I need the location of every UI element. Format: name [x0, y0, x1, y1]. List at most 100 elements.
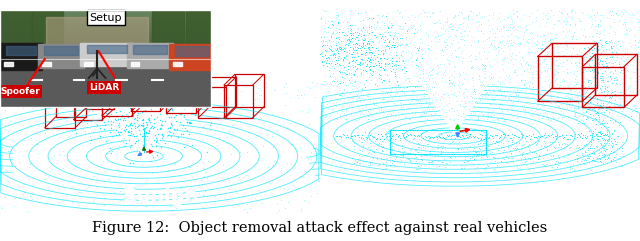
Point — [604, 96, 614, 100]
Point — [325, 26, 335, 30]
Point — [516, 72, 527, 76]
Point — [374, 63, 384, 67]
Point — [545, 65, 555, 68]
Point — [479, 167, 490, 171]
Point — [410, 98, 420, 102]
Point — [125, 101, 136, 105]
Point — [431, 109, 441, 113]
Point — [619, 89, 629, 93]
Point — [589, 63, 600, 67]
Point — [531, 31, 541, 35]
Point — [497, 39, 507, 42]
Point — [618, 71, 628, 75]
Point — [487, 98, 497, 102]
Point — [306, 70, 316, 74]
Point — [502, 75, 513, 79]
Point — [368, 64, 378, 68]
Point — [580, 109, 591, 113]
Point — [528, 85, 538, 89]
Point — [631, 52, 640, 56]
Point — [512, 73, 522, 77]
Point — [100, 151, 111, 155]
Point — [362, 46, 372, 50]
Point — [454, 128, 465, 132]
Point — [458, 34, 468, 38]
Point — [463, 14, 474, 18]
Point — [618, 154, 628, 158]
Point — [630, 106, 640, 109]
Point — [602, 41, 612, 45]
Point — [49, 154, 60, 158]
Point — [411, 63, 421, 67]
Point — [403, 15, 413, 19]
Point — [465, 145, 476, 148]
Point — [602, 93, 612, 96]
Point — [580, 134, 591, 137]
Point — [103, 138, 113, 142]
Point — [386, 69, 396, 73]
Point — [577, 76, 587, 80]
Point — [634, 74, 640, 78]
Point — [405, 25, 415, 29]
Point — [382, 11, 392, 15]
Point — [323, 55, 333, 59]
Point — [356, 52, 366, 56]
Point — [177, 184, 187, 187]
Point — [86, 109, 97, 113]
Point — [406, 147, 417, 151]
Point — [426, 69, 436, 73]
Point — [336, 107, 346, 111]
Point — [182, 120, 193, 124]
Point — [140, 126, 150, 130]
Point — [331, 35, 341, 39]
Point — [104, 209, 114, 213]
Point — [421, 153, 431, 157]
Point — [19, 115, 29, 119]
Point — [103, 108, 113, 112]
Point — [127, 123, 138, 127]
Point — [372, 67, 383, 71]
Point — [367, 70, 378, 74]
Point — [577, 101, 588, 105]
Point — [436, 149, 446, 153]
Point — [451, 54, 461, 58]
Point — [551, 134, 561, 138]
Point — [610, 105, 620, 109]
Point — [430, 119, 440, 123]
Point — [507, 43, 517, 47]
Point — [553, 160, 563, 164]
Point — [496, 27, 506, 31]
Point — [537, 134, 547, 137]
Point — [493, 119, 503, 122]
Point — [504, 38, 514, 42]
Point — [597, 13, 607, 17]
Point — [329, 20, 339, 24]
Point — [386, 147, 396, 151]
Point — [374, 72, 385, 75]
Point — [532, 49, 542, 53]
Point — [479, 14, 490, 18]
Point — [523, 111, 533, 114]
Point — [359, 30, 369, 34]
Point — [595, 103, 605, 107]
Point — [528, 167, 538, 170]
Point — [591, 40, 601, 44]
Point — [595, 122, 605, 126]
Point — [548, 135, 559, 139]
Point — [599, 64, 609, 68]
Point — [567, 9, 577, 13]
Point — [601, 61, 611, 65]
Point — [605, 144, 616, 147]
Point — [383, 44, 393, 48]
Point — [403, 76, 413, 80]
Point — [367, 45, 377, 49]
Point — [339, 55, 349, 59]
Point — [325, 47, 335, 51]
Point — [303, 82, 313, 86]
Point — [396, 103, 406, 107]
Point — [476, 137, 486, 141]
Point — [494, 75, 504, 79]
Point — [133, 122, 143, 126]
Point — [484, 120, 495, 124]
Point — [99, 120, 109, 124]
